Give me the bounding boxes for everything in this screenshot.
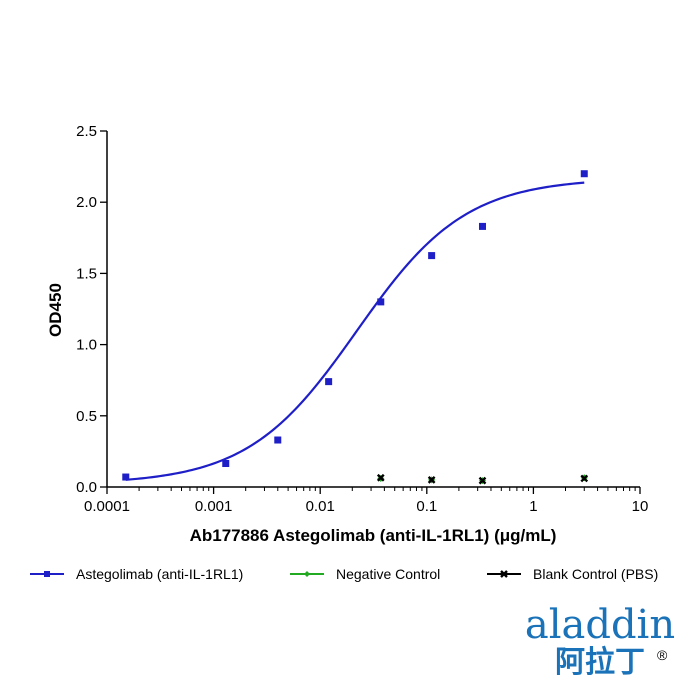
legend-label: Negative Control (336, 566, 440, 582)
logo-registered-mark: ® (657, 647, 668, 663)
axes (106, 131, 640, 488)
y-tick-label: 2.5 (76, 123, 97, 140)
fit-curve-astegolimab (125, 181, 585, 481)
data-point-series-1 (325, 378, 333, 386)
legend-item-1: Astegolimab (anti-IL-1RL1) (30, 566, 243, 582)
data-points (122, 170, 589, 485)
x-axis-title: Ab177886 Astegolimab (anti-IL-1RL1) (μg/… (190, 526, 557, 545)
data-point-series-1 (377, 298, 385, 306)
data-point-series-1 (222, 460, 230, 468)
y-tick-label: 1.5 (76, 265, 97, 282)
data-point-series-1 (428, 252, 436, 260)
logo-cjk-text: 阿拉丁 (555, 645, 645, 680)
plot-area (122, 170, 589, 485)
data-point-series-3 (478, 476, 487, 485)
legend-item-3: Blank Control (PBS) (487, 566, 658, 582)
y-tick-label: 1.0 (76, 337, 97, 354)
data-point-series-3 (427, 476, 436, 484)
legend: Astegolimab (anti-IL-1RL1) Negative Contr… (30, 566, 658, 582)
logo-latin-text: aladdin (525, 602, 675, 648)
x-tick-label: 1 (529, 498, 537, 515)
fit-curves (125, 181, 585, 481)
data-point-series-1 (580, 170, 588, 178)
y-tick-label: 0.0 (76, 479, 97, 496)
aladdin-logo: aladdin 阿拉丁 ® (525, 602, 675, 680)
data-point-series-1 (274, 436, 282, 444)
x-tick-label: 0.1 (416, 498, 437, 515)
data-point-series-3 (376, 473, 385, 482)
x-tick-label: 0.01 (306, 498, 335, 515)
data-point-series-3 (580, 474, 589, 483)
y-tick-label: 2.0 (76, 194, 97, 211)
data-point-series-1 (122, 473, 130, 481)
y-ticks: 0.0 0.5 1.0 1.5 2.0 2.5 (76, 123, 107, 496)
y-axis-title: OD450 (46, 283, 65, 337)
legend-swatch-marker (500, 570, 508, 578)
data-point-series-1 (478, 222, 486, 230)
x-tick-label: 0.001 (195, 498, 233, 515)
legend-label: Astegolimab (anti-IL-1RL1) (76, 566, 243, 582)
legend-swatch-marker (44, 571, 50, 577)
legend-swatch-marker (304, 571, 310, 577)
legend-label: Blank Control (PBS) (533, 566, 658, 582)
y-tick-label: 0.5 (76, 408, 97, 425)
x-ticks: 0.0001 0.001 0.01 0.1 1 10 (84, 487, 648, 515)
x-tick-label: 10 (632, 498, 649, 515)
x-tick-label: 0.0001 (84, 498, 130, 515)
legend-item-2: Negative Control (290, 566, 440, 582)
